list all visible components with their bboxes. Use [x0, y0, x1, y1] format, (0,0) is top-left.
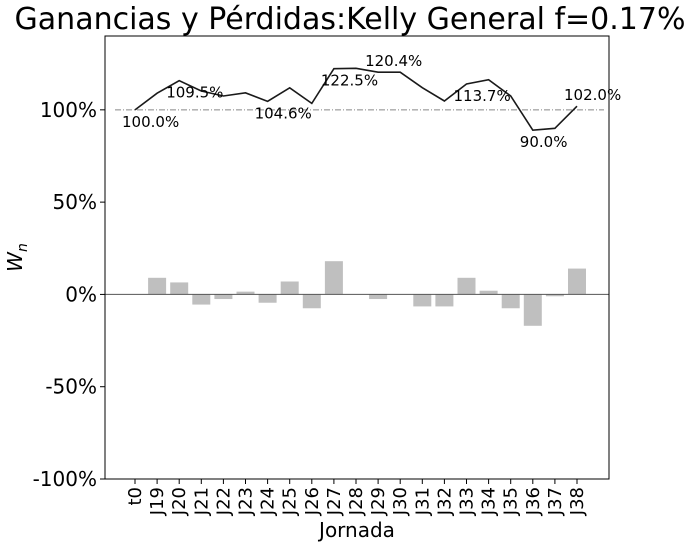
x-tick-label: J22 — [213, 487, 234, 516]
bar-J38 — [568, 268, 586, 295]
annotation-J24: 104.6% — [255, 104, 312, 122]
annotation-J38: 102.0% — [564, 86, 621, 104]
annotation-J33: 113.7% — [454, 87, 511, 105]
bar-J29 — [369, 294, 388, 300]
bar-J32 — [435, 294, 454, 307]
y-axis: -100% -50% 0% 50% 100% — [33, 98, 105, 491]
y-tick-label: 50% — [53, 190, 97, 214]
x-tick-label: J20 — [169, 487, 190, 516]
annotation-J29: 120.4% — [365, 52, 422, 70]
x-tick-label: J28 — [346, 487, 367, 516]
x-tick-label: t0 — [125, 487, 146, 506]
x-tick-label: J34 — [479, 487, 500, 516]
x-axis-title: Jornada — [317, 518, 395, 542]
x-tick-label: J38 — [567, 487, 588, 516]
wealth-line — [134, 67, 578, 131]
x-tick-label: J21 — [191, 487, 212, 516]
annotation-J27: 122.5% — [321, 72, 378, 90]
bar-J22 — [214, 294, 233, 300]
x-tick-label: J32 — [434, 487, 455, 516]
bar-J26 — [302, 294, 321, 309]
x-tick-label: J29 — [368, 487, 389, 516]
y-axis-title-main: W — [3, 251, 27, 272]
y-tick-label: -100% — [33, 467, 97, 491]
annotation-J36: 90.0% — [520, 133, 568, 151]
y-axis-title: Wn — [3, 243, 31, 272]
annotations: 100.0% 109.5% 104.6% 122.5% 120.4% 113.7% 90.0… — [122, 52, 621, 151]
x-tick-label: J25 — [280, 487, 301, 516]
x-tick-label: J35 — [501, 487, 522, 516]
plot-frame — [104, 35, 610, 480]
x-tick-label: J31 — [412, 487, 433, 516]
annotation-J20: 109.5% — [166, 84, 223, 102]
bar-J23 — [236, 291, 255, 295]
x-axis: t0 J19 J20 J21 J22 J23 J24 J25 J26 J27 J28 J29 J30 J3… — [125, 479, 588, 516]
bar-J25 — [280, 281, 299, 295]
x-tick-label: J37 — [545, 487, 566, 516]
bar-J35 — [501, 294, 520, 309]
bar-J36 — [523, 294, 542, 326]
bar-J33 — [457, 277, 476, 295]
x-tick-label: J36 — [523, 487, 544, 516]
bar-J37 — [545, 294, 564, 297]
bar-J34 — [479, 290, 498, 295]
bar-series — [148, 261, 586, 326]
x-tick-label: J24 — [258, 487, 279, 516]
x-tick-label: J27 — [324, 487, 345, 516]
x-tick-label: J26 — [302, 487, 323, 516]
y-axis-title-sub: n — [15, 243, 31, 252]
x-tick-label: J33 — [457, 487, 478, 516]
y-tick-label: -50% — [45, 375, 97, 399]
x-tick-label: J23 — [236, 487, 257, 516]
bar-J27 — [324, 261, 343, 295]
chart-title: Ganancias y Pérdidas:Kelly General f=0.1… — [14, 2, 686, 37]
y-tick-label: 0% — [65, 282, 97, 306]
x-tick-label: J19 — [147, 487, 168, 516]
bar-J20 — [170, 282, 189, 295]
bar-J31 — [413, 294, 432, 307]
y-tick-label: 100% — [40, 98, 97, 122]
bar-J19 — [148, 277, 167, 295]
bar-J21 — [192, 294, 211, 305]
x-tick-label: J30 — [390, 487, 411, 516]
bar-J24 — [258, 294, 277, 303]
annotation-t0: 100.0% — [122, 113, 179, 131]
